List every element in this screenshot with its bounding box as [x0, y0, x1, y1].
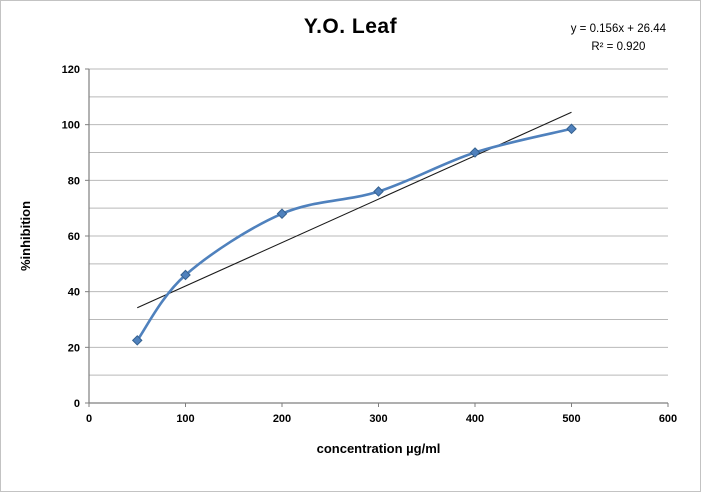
- x-tick-label: 0: [86, 413, 92, 425]
- data-point-marker: [566, 123, 577, 135]
- series-line: [136, 127, 573, 342]
- x-tick-label: 100: [176, 413, 194, 425]
- y-tick-label: 120: [62, 64, 80, 76]
- x-axis-title: concentration µg/ml: [317, 441, 441, 456]
- trendline: [137, 111, 572, 309]
- trendline-r2-text: R² = 0.920: [591, 40, 646, 53]
- x-tick-label: 500: [562, 413, 580, 425]
- x-tick-label: 200: [273, 413, 291, 425]
- data-point-marker: [180, 269, 191, 281]
- y-tick-label: 100: [62, 120, 80, 132]
- x-tick-label: 400: [466, 413, 484, 425]
- y-tick-label: 40: [68, 287, 80, 299]
- y-tick-label: 20: [68, 342, 80, 354]
- y-axis-title: %inhibition: [18, 201, 33, 271]
- data-point-marker: [276, 208, 288, 220]
- trendline-annotation: y = 0.156x + 26.44 R² = 0.920: [571, 21, 666, 57]
- x-tick-label: 600: [659, 413, 677, 425]
- data-point-marker: [469, 147, 481, 158]
- x-tick-label: 300: [369, 413, 387, 425]
- data-point-marker: [131, 335, 143, 346]
- y-tick-label: 0: [74, 398, 80, 410]
- y-tick-label: 60: [68, 231, 80, 243]
- y-tick-label: 80: [68, 175, 80, 187]
- data-point-marker: [373, 186, 384, 197]
- chart-title: Y.O. Leaf: [303, 15, 398, 38]
- trendline-equation-text: y = 0.156x + 26.44: [570, 23, 666, 35]
